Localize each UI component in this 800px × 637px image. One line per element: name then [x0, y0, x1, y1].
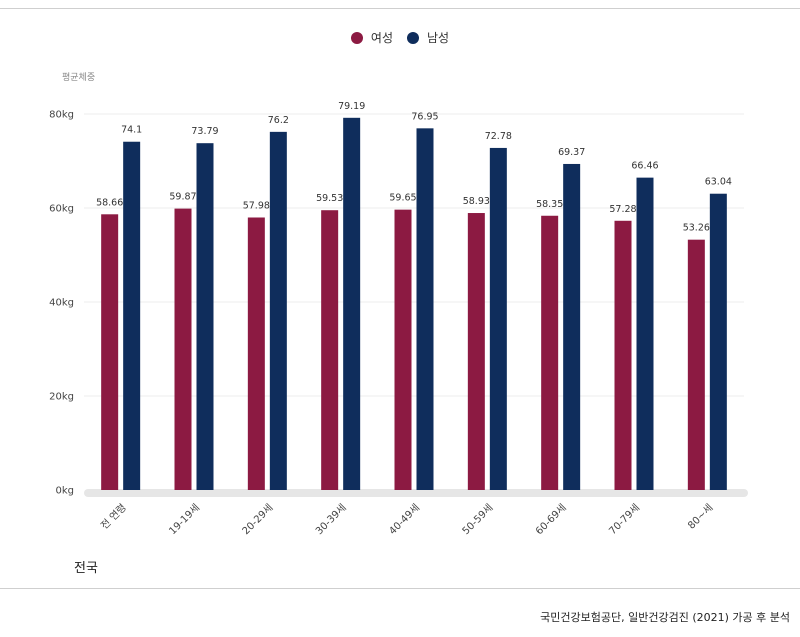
- bar: [394, 209, 412, 490]
- data-label: 58.93: [463, 196, 490, 207]
- data-label: 76.2: [268, 115, 289, 126]
- bar: [687, 239, 705, 490]
- data-label: 57.98: [243, 200, 270, 211]
- x-tick-label: 60-69세: [533, 502, 569, 538]
- bar: [563, 163, 581, 490]
- x-tick-label: 70-79세: [607, 502, 643, 538]
- y-tick-label: 60kg: [49, 204, 74, 215]
- data-label: 57.28: [609, 204, 636, 215]
- x-tick-label: 40-49세: [387, 502, 423, 538]
- data-label: 66.46: [631, 161, 658, 172]
- legend-item-female[interactable]: 여성: [350, 29, 393, 46]
- x-tick-label: 30-39세: [313, 502, 349, 538]
- y-tick-label: 40kg: [49, 298, 74, 309]
- data-label: 69.37: [558, 147, 585, 158]
- data-label: 73.79: [191, 126, 218, 137]
- source-note: 국민건강보험공단, 일반건강검진 (2021) 가공 후 분석: [540, 611, 790, 624]
- data-label: 63.04: [705, 177, 732, 188]
- y-axis-title: 평균체중: [62, 73, 96, 83]
- bar: [321, 210, 339, 491]
- bar-chart: 0kg 20kg 40kg 60kg 80kg 58.66 74.1 전 연령 59.87 73.…: [49, 101, 748, 538]
- bar: [101, 214, 119, 490]
- data-label: 74.1: [121, 125, 142, 136]
- x-tick-label: 80~세: [686, 502, 716, 532]
- bar: [343, 117, 361, 490]
- x-tick-label: 20-29세: [240, 502, 276, 538]
- x-tick-label: 전 연령: [99, 502, 129, 532]
- region-label: 전국: [74, 561, 98, 576]
- bar: [196, 143, 214, 490]
- data-label: 72.78: [485, 131, 512, 142]
- bar: [489, 147, 507, 490]
- bar: [416, 128, 434, 490]
- legend-label-male: 남성: [427, 31, 450, 45]
- legend-dot-female: [350, 31, 363, 44]
- bar: [709, 193, 727, 490]
- data-label: 79.19: [338, 101, 365, 112]
- data-label: 59.87: [169, 192, 196, 203]
- bar: [541, 215, 559, 490]
- data-label: 76.95: [411, 111, 438, 122]
- x-axis-baseline: [84, 489, 748, 497]
- bar: [123, 141, 141, 491]
- y-tick-label: 20kg: [49, 392, 74, 403]
- chart-legend: 여성 남성: [0, 29, 800, 46]
- bar: [247, 217, 265, 490]
- y-tick-label: 80kg: [49, 110, 74, 121]
- data-label: 59.53: [316, 193, 343, 204]
- x-tick-label: 19-19세: [167, 502, 203, 538]
- bar: [467, 213, 485, 491]
- data-label: 58.35: [536, 199, 563, 210]
- data-label: 58.66: [96, 197, 123, 208]
- bar: [269, 131, 287, 491]
- bar: [614, 220, 632, 490]
- bar: [174, 208, 192, 490]
- y-tick-label: 0kg: [55, 486, 74, 497]
- data-label: 53.26: [683, 223, 710, 234]
- x-tick-label: 50-59세: [460, 502, 496, 538]
- legend-dot-male: [407, 31, 419, 44]
- top-divider: [0, 8, 800, 9]
- legend-label-female: 여성: [370, 31, 393, 45]
- data-label: 59.65: [389, 193, 416, 204]
- bottom-divider: [0, 588, 800, 589]
- bar: [636, 177, 654, 490]
- legend-item-male[interactable]: 남성: [407, 29, 449, 46]
